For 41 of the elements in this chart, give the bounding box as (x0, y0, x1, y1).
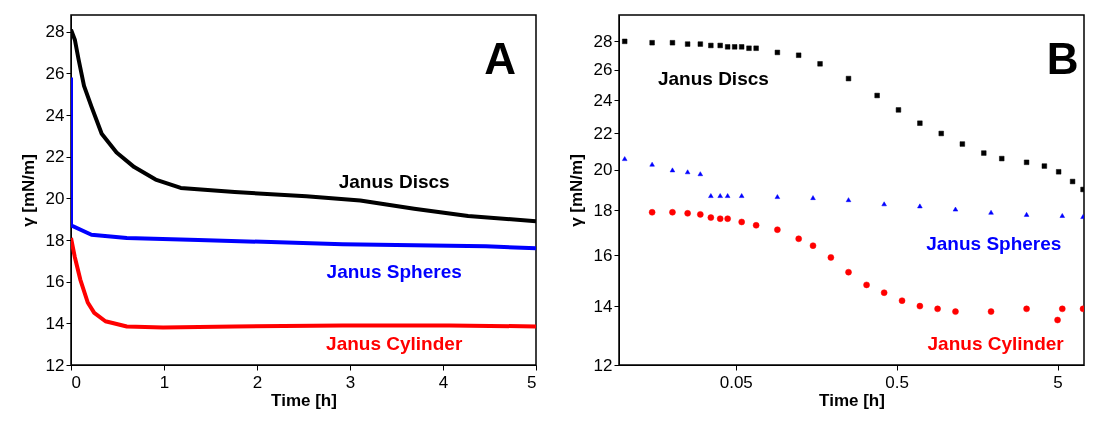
y-axis-title: γ [mN/m] (566, 154, 586, 227)
series-label: Janus Cylinder (927, 332, 1065, 354)
x-tick-label: 2 (252, 372, 263, 392)
y-tick-label: 28 (593, 31, 613, 51)
y-tick-label: 14 (45, 313, 65, 333)
x-tick-label: 0.05 (719, 372, 753, 392)
x-tick-label: 5 (1053, 372, 1063, 392)
y-tick-label: 24 (45, 105, 65, 125)
x-axis-title: Time [h] (271, 390, 337, 410)
chart-title: A (484, 33, 517, 83)
y-tick-label: 22 (45, 147, 65, 167)
x-tick-label: 0.5 (885, 372, 909, 392)
y-tick-label: 22 (593, 123, 613, 143)
series-label: Janus Cylinder (326, 332, 463, 354)
x-tick-label: 1 (159, 372, 170, 392)
line-series (71, 75, 536, 251)
series-label: Janus Spheres (926, 233, 1062, 255)
y-tick-label: 16 (593, 245, 613, 265)
y-tick-label: 20 (45, 188, 65, 208)
y-tick-label: 16 (45, 272, 65, 292)
x-tick-label: 4 (438, 372, 449, 392)
line-series (71, 235, 536, 330)
chart-title: B (1046, 33, 1079, 83)
y-tick-label: 14 (593, 296, 613, 316)
y-tick-label: 18 (593, 200, 613, 220)
y-tick-label: 24 (593, 90, 613, 110)
series-label: Janus Discs (338, 171, 450, 193)
series-label: Janus Discs (657, 68, 769, 90)
y-tick-label: 28 (45, 22, 65, 42)
series-label: Janus Spheres (326, 260, 462, 282)
y-tick-label: 12 (45, 355, 65, 375)
y-tick-label: 18 (45, 230, 65, 250)
y-tick-label: 26 (45, 63, 65, 83)
x-tick-label: 5 (527, 372, 537, 392)
x-axis-title: Time [h] (819, 390, 885, 410)
y-tick-label: 12 (593, 355, 613, 375)
y-axis-title: γ [mN/m] (18, 154, 38, 227)
y-tick-label: 20 (593, 160, 613, 180)
x-tick-label: 3 (345, 372, 356, 392)
y-tick-label: 26 (593, 60, 613, 80)
x-tick-label: 0 (71, 372, 81, 392)
